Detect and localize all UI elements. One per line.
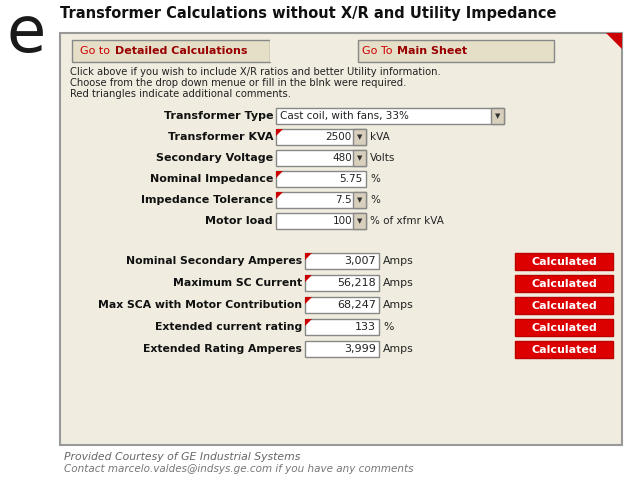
Text: Calculated: Calculated (531, 323, 597, 332)
Text: Calculated: Calculated (531, 278, 597, 289)
Polygon shape (606, 33, 622, 49)
Bar (305, 341, 379, 357)
Text: Amps: Amps (383, 278, 414, 288)
Text: Nominal Impedance: Nominal Impedance (149, 174, 273, 184)
Text: Secondary Voltage: Secondary Voltage (156, 153, 273, 163)
Text: Max SCA with Motor Contribution: Max SCA with Motor Contribution (98, 300, 302, 310)
Text: 3,999: 3,999 (344, 344, 376, 354)
Text: %: % (370, 195, 380, 205)
Bar (276, 171, 366, 187)
Text: Amps: Amps (383, 344, 414, 354)
Polygon shape (276, 129, 283, 136)
Bar (491, 108, 504, 124)
Text: %: % (370, 174, 380, 184)
Text: ▼: ▼ (495, 113, 500, 119)
Text: %: % (383, 322, 393, 332)
Text: Amps: Amps (383, 256, 414, 266)
Bar (358, 40, 554, 62)
Bar (515, 275, 613, 292)
Text: kVA: kVA (370, 132, 390, 142)
Text: Provided Courtesy of GE Industrial Systems: Provided Courtesy of GE Industrial Syste… (64, 452, 300, 462)
Text: e: e (7, 3, 46, 65)
Text: ▼: ▼ (357, 155, 362, 161)
Text: ▼: ▼ (357, 197, 362, 203)
Text: 7.5: 7.5 (335, 195, 352, 205)
Text: 480: 480 (332, 153, 352, 163)
Bar (515, 341, 613, 358)
Text: ▼: ▼ (357, 218, 362, 224)
Text: Volts: Volts (370, 153, 396, 163)
Text: 3,007: 3,007 (344, 256, 376, 266)
Bar (353, 213, 366, 229)
Bar (60, 33, 622, 445)
Bar (276, 108, 504, 124)
Text: Calculated: Calculated (531, 345, 597, 354)
Polygon shape (305, 319, 312, 326)
Bar (72, 40, 270, 62)
Text: Click above if you wish to include X/R ratios and better Utility information.: Click above if you wish to include X/R r… (70, 67, 441, 77)
Text: Motor load: Motor load (205, 216, 273, 226)
Text: Amps: Amps (383, 300, 414, 310)
Bar (305, 297, 379, 313)
Text: % of xfmr kVA: % of xfmr kVA (370, 216, 444, 226)
Polygon shape (305, 275, 312, 282)
Bar (276, 129, 366, 145)
Bar (515, 297, 613, 314)
Text: Transformer Type: Transformer Type (163, 111, 273, 121)
Text: Cast coil, with fans, 33%: Cast coil, with fans, 33% (280, 111, 409, 121)
Text: Transformer KVA: Transformer KVA (168, 132, 273, 142)
Text: 68,247: 68,247 (337, 300, 376, 310)
Text: 5.75: 5.75 (338, 174, 362, 184)
Text: Calculated: Calculated (531, 257, 597, 266)
Text: Detailed Calculations: Detailed Calculations (115, 46, 247, 56)
Bar (276, 150, 366, 166)
Polygon shape (305, 253, 312, 260)
Text: 2500: 2500 (326, 132, 352, 142)
Text: ▼: ▼ (357, 134, 362, 140)
Bar (515, 319, 613, 336)
Text: Maximum SC Current: Maximum SC Current (173, 278, 302, 288)
Bar (515, 253, 613, 270)
Bar (276, 192, 366, 208)
Bar (305, 253, 379, 269)
Text: Go To: Go To (362, 46, 396, 56)
Text: Red triangles indicate additional comments.: Red triangles indicate additional commen… (70, 89, 291, 99)
Polygon shape (305, 297, 312, 304)
Text: Transformer Calculations without X/R and Utility Impedance: Transformer Calculations without X/R and… (60, 6, 556, 21)
Text: 100: 100 (332, 216, 352, 226)
Text: Calculated: Calculated (531, 300, 597, 311)
Text: 56,218: 56,218 (337, 278, 376, 288)
Text: Extended Rating Amperes: Extended Rating Amperes (143, 344, 302, 354)
Text: Extended current rating: Extended current rating (154, 322, 302, 332)
Text: Contact marcelo.valdes@indsys.ge.com if you have any comments: Contact marcelo.valdes@indsys.ge.com if … (64, 464, 413, 474)
Bar (305, 319, 379, 335)
Bar (353, 192, 366, 208)
Polygon shape (276, 192, 283, 199)
Text: 133: 133 (355, 322, 376, 332)
Text: Impedance Tolerance: Impedance Tolerance (141, 195, 273, 205)
Text: Go to: Go to (80, 46, 114, 56)
Bar (353, 129, 366, 145)
Bar (270, 40, 274, 62)
Bar (305, 275, 379, 291)
Bar (353, 150, 366, 166)
Text: Main Sheet: Main Sheet (397, 46, 467, 56)
Text: Nominal Secondary Amperes: Nominal Secondary Amperes (126, 256, 302, 266)
Bar (276, 213, 366, 229)
Text: Choose from the drop down menue or fill in the blnk were required.: Choose from the drop down menue or fill … (70, 78, 406, 88)
Polygon shape (276, 171, 283, 178)
